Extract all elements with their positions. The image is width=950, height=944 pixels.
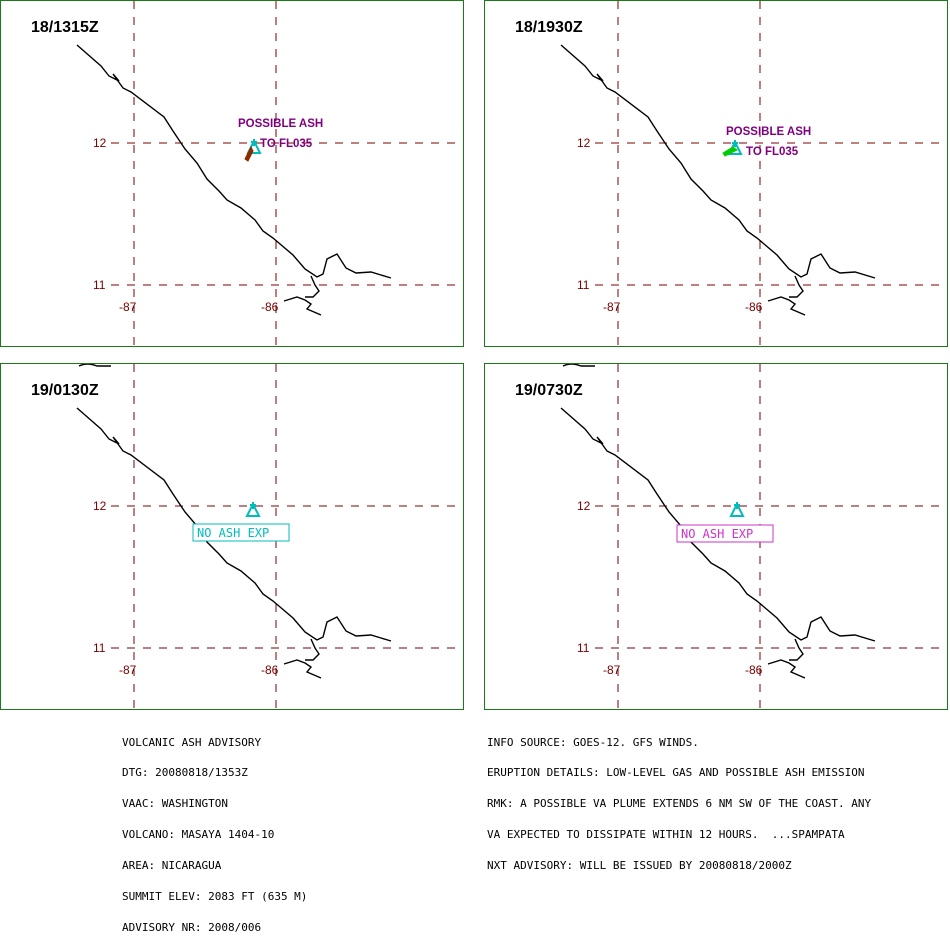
no-ash-label: NO ASH EXP: [681, 527, 753, 541]
lat-label-12: 12: [577, 136, 591, 150]
lon-label-87: -87: [603, 300, 621, 314]
valid-time-label: 19/0130Z: [31, 382, 99, 399]
map-canvas: 12 11 -87 -86 POSSIBLE ASH TO FL035: [560, 1, 947, 346]
lon-label-87: -87: [603, 663, 621, 677]
ash-label-line2: TO FL035: [746, 146, 799, 158]
lat-label-12: 12: [93, 499, 107, 513]
lon-label-86: -86: [745, 300, 763, 314]
ash-plume-marker: [244, 145, 254, 162]
advisory-summit-elev: SUMMIT ELEV: 2083 FT (635 M): [122, 890, 308, 904]
map-panel-2: 12 11 -87 -86 POSSIBLE ASH TO FL035 18/1…: [484, 0, 948, 347]
valid-time-label: 18/1930Z: [515, 19, 583, 36]
advisory-title: VOLCANIC ASH ADVISORY: [122, 735, 262, 749]
advisory-info-left: VOLCANIC ASH ADVISORY DTG: 20080818/1353…: [122, 717, 307, 944]
ash-label-line2: TO FL035: [260, 138, 313, 150]
ash-label-line1: POSSIBLE ASH: [238, 118, 323, 130]
map-canvas: 12 11 -87 -86 NO ASH EXP: [560, 364, 947, 709]
coastline: [560, 44, 876, 316]
advisory-dtg: DTG: 20080818/1353Z: [122, 766, 248, 780]
map-panel-3: 12 11 -87 -86 NO ASH EXP 19/0130Z: [0, 363, 464, 710]
lon-label-86: -86: [261, 663, 279, 677]
coastline: [76, 44, 392, 316]
advisory-next: NXT ADVISORY: WILL BE ISSUED BY 20080818…: [487, 859, 792, 873]
lon-label-86: -86: [745, 663, 763, 677]
no-ash-label: NO ASH EXP: [197, 526, 269, 540]
volcano-triangle-icon: [729, 501, 745, 517]
coastline: [76, 364, 392, 679]
advisory-info-right: INFO SOURCE: GOES-12. GFS WINDS. ERUPTIO…: [487, 717, 871, 882]
lon-label-86: -86: [261, 300, 279, 314]
lat-label-12: 12: [577, 499, 591, 513]
map-panel-1: 12 11 -87 -86 POSSIBLE ASH TO FL035 18/1…: [0, 0, 464, 347]
lon-label-87: -87: [119, 663, 137, 677]
volcano-triangle-icon: [245, 501, 261, 517]
valid-time-label: 19/0730Z: [515, 382, 583, 399]
ash-plume-marker: [722, 146, 738, 157]
lon-label-87: -87: [119, 300, 137, 314]
map-panel-4: 12 11 -87 -86 NO ASH EXP 19/0730Z: [484, 363, 948, 710]
advisory-vaac: VAAC: WASHINGTON: [122, 797, 228, 811]
lat-lon-grid: [595, 364, 947, 709]
advisory-number: ADVISORY NR: 2008/006: [122, 920, 262, 934]
ash-label-line1: POSSIBLE ASH: [726, 126, 811, 138]
lat-label-11: 11: [577, 278, 590, 292]
advisory-area: AREA: NICARAGUA: [122, 859, 222, 873]
lat-lon-grid: [111, 1, 463, 346]
lat-label-11: 11: [577, 641, 590, 655]
lat-label-12: 12: [93, 136, 107, 150]
coastline: [560, 364, 876, 679]
advisory-eruption-details: ERUPTION DETAILS: LOW-LEVEL GAS AND POSS…: [487, 766, 865, 780]
map-canvas: 12 11 -87 -86 POSSIBLE ASH TO FL035: [76, 1, 463, 346]
map-canvas: 12 11 -87 -86 NO ASH EXP: [76, 364, 463, 709]
lat-lon-grid: [595, 1, 947, 346]
advisory-remarks-1: RMK: A POSSIBLE VA PLUME EXTENDS 6 NM SW…: [487, 797, 872, 811]
no-ash-box: NO ASH EXP: [676, 524, 774, 543]
lat-lon-grid: [111, 364, 463, 709]
lat-label-11: 11: [93, 641, 106, 655]
advisory-info-source: INFO SOURCE: GOES-12. GFS WINDS.: [487, 735, 699, 749]
lat-label-11: 11: [93, 278, 106, 292]
valid-time-label: 18/1315Z: [31, 19, 99, 36]
no-ash-box: NO ASH EXP: [192, 523, 290, 542]
advisory-volcano: VOLCANO: MASAYA 1404-10: [122, 828, 275, 842]
advisory-remarks-2: VA EXPECTED TO DISSIPATE WITHIN 12 HOURS…: [487, 828, 845, 842]
